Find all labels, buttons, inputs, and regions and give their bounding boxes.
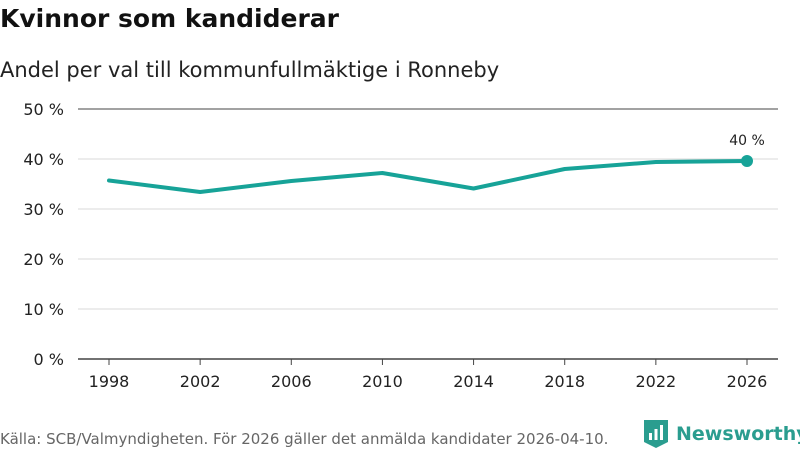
source-note: Källa: SCB/Valmyndigheten. För 2026 gäll… <box>0 430 609 448</box>
x-tick-label: 2010 <box>362 372 403 391</box>
y-tick-label: 30 % <box>23 200 64 219</box>
x-tick-label: 2018 <box>544 372 585 391</box>
y-tick-label: 50 % <box>23 100 64 119</box>
chart-title: Kvinnor som kandiderar <box>0 4 339 33</box>
x-tick-label: 2026 <box>727 372 768 391</box>
data-point <box>741 155 753 167</box>
x-tick-label: 2022 <box>635 372 676 391</box>
y-tick-label: 0 % <box>34 350 64 369</box>
x-tick-label: 2014 <box>453 372 494 391</box>
chart-subtitle: Andel per val till kommunfullmäktige i R… <box>0 58 500 82</box>
newsworthy-logo-icon <box>644 420 668 448</box>
brand-name: Newsworthy <box>676 423 800 445</box>
y-tick-label: 20 % <box>23 250 64 269</box>
x-tick-label: 2002 <box>180 372 221 391</box>
series-line <box>107 159 749 194</box>
data-label: 40 % <box>729 133 765 149</box>
brand-logo[interactable]: Newsworthy <box>644 420 800 448</box>
y-tick-label: 40 % <box>23 150 64 169</box>
x-tick-label: 1998 <box>89 372 130 391</box>
y-tick-label: 10 % <box>23 300 64 319</box>
x-tick-label: 2006 <box>271 372 312 391</box>
